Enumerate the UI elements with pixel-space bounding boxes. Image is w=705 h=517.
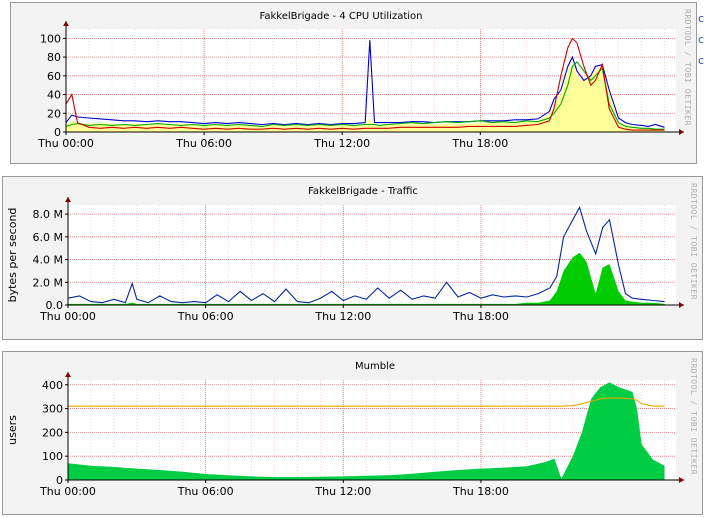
chart-0-x-tick-label: Thu 18:00 bbox=[451, 137, 508, 150]
chart-1-series-1-line bbox=[67, 205, 665, 304]
chart-1-y-tick-label: 8.0 M bbox=[33, 208, 63, 221]
chart-1-series-0-area bbox=[68, 252, 665, 305]
chart-1-x-tick-label: Thu 06:00 bbox=[177, 310, 234, 323]
chart-0-x-tick-label: Thu 06:00 bbox=[175, 137, 232, 150]
chart-1-x-tick-label: Thu 12:00 bbox=[314, 310, 371, 323]
chart-2-x-tick-label: Thu 12:00 bbox=[314, 485, 371, 498]
chart-0-series-3-line bbox=[65, 37, 665, 131]
cpu-utilization-chart: 0 20 40 60 80 100 Thu 00:00 Thu 06:00 Thu 12:00 T… bbox=[37, 9, 692, 150]
chart-1-x-tick-label: Thu 18:00 bbox=[452, 310, 509, 323]
chart-1-watermark: RRDTOOL / TOBI OETIKER bbox=[689, 183, 698, 300]
chart-2-y-tick-label: 100 bbox=[42, 450, 63, 463]
chart-1-x-axis-arrow bbox=[679, 302, 684, 308]
chart-1-x-tick-label: Thu 00:00 bbox=[39, 310, 96, 323]
chart-0-x-axis-arrow bbox=[679, 129, 684, 135]
chart-2-y-axis-label: users bbox=[6, 415, 19, 445]
chart-2-y-tick-label: 0 bbox=[56, 474, 63, 487]
chart-0-y-tick-label: 80 bbox=[47, 51, 61, 64]
chart-1-y-axis-label: bytes per second bbox=[6, 208, 19, 303]
chart-2-y-axis-arrow bbox=[65, 372, 71, 377]
chart-2-title: Mumble bbox=[355, 361, 395, 372]
chart-1-title: FakkelBrigade - Traffic bbox=[308, 186, 418, 197]
chart-1-y-tick-label: 4.0 M bbox=[33, 254, 63, 267]
chart-2-x-axis-arrow bbox=[679, 477, 684, 483]
chart-0-y-axis-arrow bbox=[63, 21, 69, 26]
chart-0-x-tick-label: Thu 12:00 bbox=[313, 137, 370, 150]
chart-0-series-2-line bbox=[65, 60, 665, 130]
chart-0-y-tick-label: 40 bbox=[47, 89, 61, 102]
chart-0-y-tick-label: 100 bbox=[40, 32, 61, 45]
chart-0-watermark: RRDTOOL / TOBI OETIKER bbox=[683, 9, 692, 126]
chart-1-y-tick-label: 0.0 bbox=[46, 299, 64, 312]
chart-1-y-tick-label: 6.0 M bbox=[33, 231, 63, 244]
chart-2-watermark: RRDTOOL / TOBI OETIKER bbox=[689, 358, 698, 475]
cpu-chart-panel: 0 20 40 60 80 100 Thu 00:00 Thu 06:00 Thu 12:00 T… bbox=[10, 2, 697, 164]
chart-2-series-1-line bbox=[68, 397, 665, 407]
chart-2-y-tick-label: 300 bbox=[42, 403, 63, 416]
chart-0-y-tick-label: 20 bbox=[47, 107, 61, 120]
chart-2-y-tick-label: 200 bbox=[42, 426, 63, 439]
edge-glyph-2: c bbox=[698, 33, 705, 46]
chart-0-title: FakkelBrigade - 4 CPU Utilization bbox=[260, 11, 423, 22]
chart-0-x-tick-label: Thu 00:00 bbox=[37, 137, 94, 150]
edge-glyph-1: c bbox=[698, 12, 705, 25]
mumble-users-chart: 0 100 200 300 400 Thu 00:00 Thu 06:00 Thu 12:00… bbox=[6, 358, 698, 498]
chart-1-y-tick-label: 2.0 M bbox=[33, 276, 63, 289]
chart-2-series-0-area bbox=[68, 382, 665, 480]
mumble-chart-panel: 0 100 200 300 400 Thu 00:00 Thu 06:00 Thu 12:00… bbox=[2, 351, 703, 515]
chart-0-y-tick-label: 0 bbox=[54, 126, 61, 139]
chart-2-x-tick-label: Thu 06:00 bbox=[177, 485, 234, 498]
chart-2-y-tick-label: 400 bbox=[42, 379, 63, 392]
traffic-chart-panel: 0.0 2.0 M 4.0 M 6.0 M 8.0 M Thu 00:00 Thu 06:0… bbox=[2, 176, 703, 340]
edge-glyph-3: c bbox=[698, 54, 705, 67]
chart-2-x-tick-label: Thu 18:00 bbox=[452, 485, 509, 498]
chart-1-y-axis-arrow bbox=[65, 197, 71, 202]
traffic-chart: 0.0 2.0 M 4.0 M 6.0 M 8.0 M Thu 00:00 Thu 06:0… bbox=[6, 183, 698, 323]
chart-0-y-tick-label: 60 bbox=[47, 70, 61, 83]
chart-2-x-tick-label: Thu 00:00 bbox=[39, 485, 96, 498]
